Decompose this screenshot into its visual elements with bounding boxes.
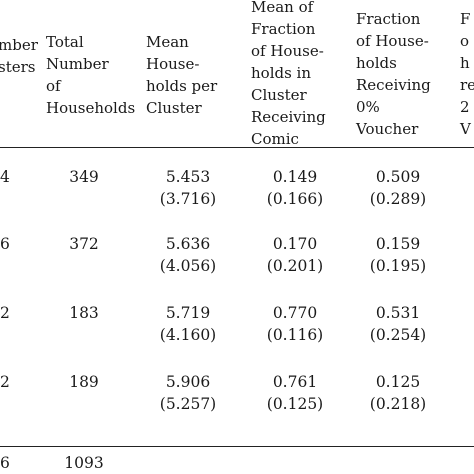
row4-voucher: 0.125 [375, 373, 421, 391]
row4-mean-sd: (5.257) [159, 395, 217, 413]
row2-comic-sd: (0.201) [266, 257, 324, 275]
row2-mean-sd: (4.056) [159, 257, 217, 275]
row1-mean-sd: (3.716) [159, 190, 217, 208]
totals-households: 1093 [64, 454, 104, 472]
header-number-clusters: mber sters [0, 36, 38, 76]
row1-voucher: 0.509 [375, 168, 421, 186]
row3-comic-sd: (0.116) [266, 326, 324, 344]
row1-mean: 5.453 [165, 168, 211, 186]
row3-mean: 5.719 [165, 304, 211, 322]
row3-comic: 0.770 [272, 304, 318, 322]
row3-clusters: 2 [0, 304, 10, 322]
row1-total: 349 [69, 168, 99, 186]
row1-comic: 0.149 [272, 168, 318, 186]
row3-voucher-sd: (0.254) [369, 326, 427, 344]
row4-voucher-sd: (0.218) [369, 395, 427, 413]
row4-comic-sd: (0.125) [266, 395, 324, 413]
row2-total: 372 [69, 235, 99, 253]
row3-voucher: 0.531 [375, 304, 421, 322]
row2-voucher: 0.159 [375, 235, 421, 253]
row2-comic: 0.170 [272, 235, 318, 253]
header-total-households: Total Number of Households [46, 33, 136, 117]
row2-voucher-sd: (0.195) [369, 257, 427, 275]
row1-clusters: 4 [0, 168, 10, 186]
row4-clusters: 2 [0, 373, 10, 391]
row3-mean-sd: (4.160) [159, 326, 217, 344]
row2-clusters: 6 [0, 235, 10, 253]
header-next-column: F o h re 2 V [460, 10, 474, 138]
totals-clusters: 6 [0, 454, 10, 472]
header-mean-households: Mean House- holds per Cluster [146, 33, 218, 117]
totals-rule [0, 446, 474, 447]
row4-total: 189 [69, 373, 99, 391]
row4-mean: 5.906 [165, 373, 211, 391]
row4-comic: 0.761 [272, 373, 318, 391]
row2-mean: 5.636 [165, 235, 211, 253]
row1-voucher-sd: (0.289) [369, 190, 427, 208]
header-rule [0, 147, 474, 148]
header-fraction-0-voucher: Fraction of House- holds Receiving 0% Vo… [356, 10, 431, 138]
row1-comic-sd: (0.166) [266, 190, 324, 208]
header-mean-fraction-comic: Mean of Fraction of House- holds in Clus… [251, 0, 326, 148]
row3-total: 183 [69, 304, 99, 322]
